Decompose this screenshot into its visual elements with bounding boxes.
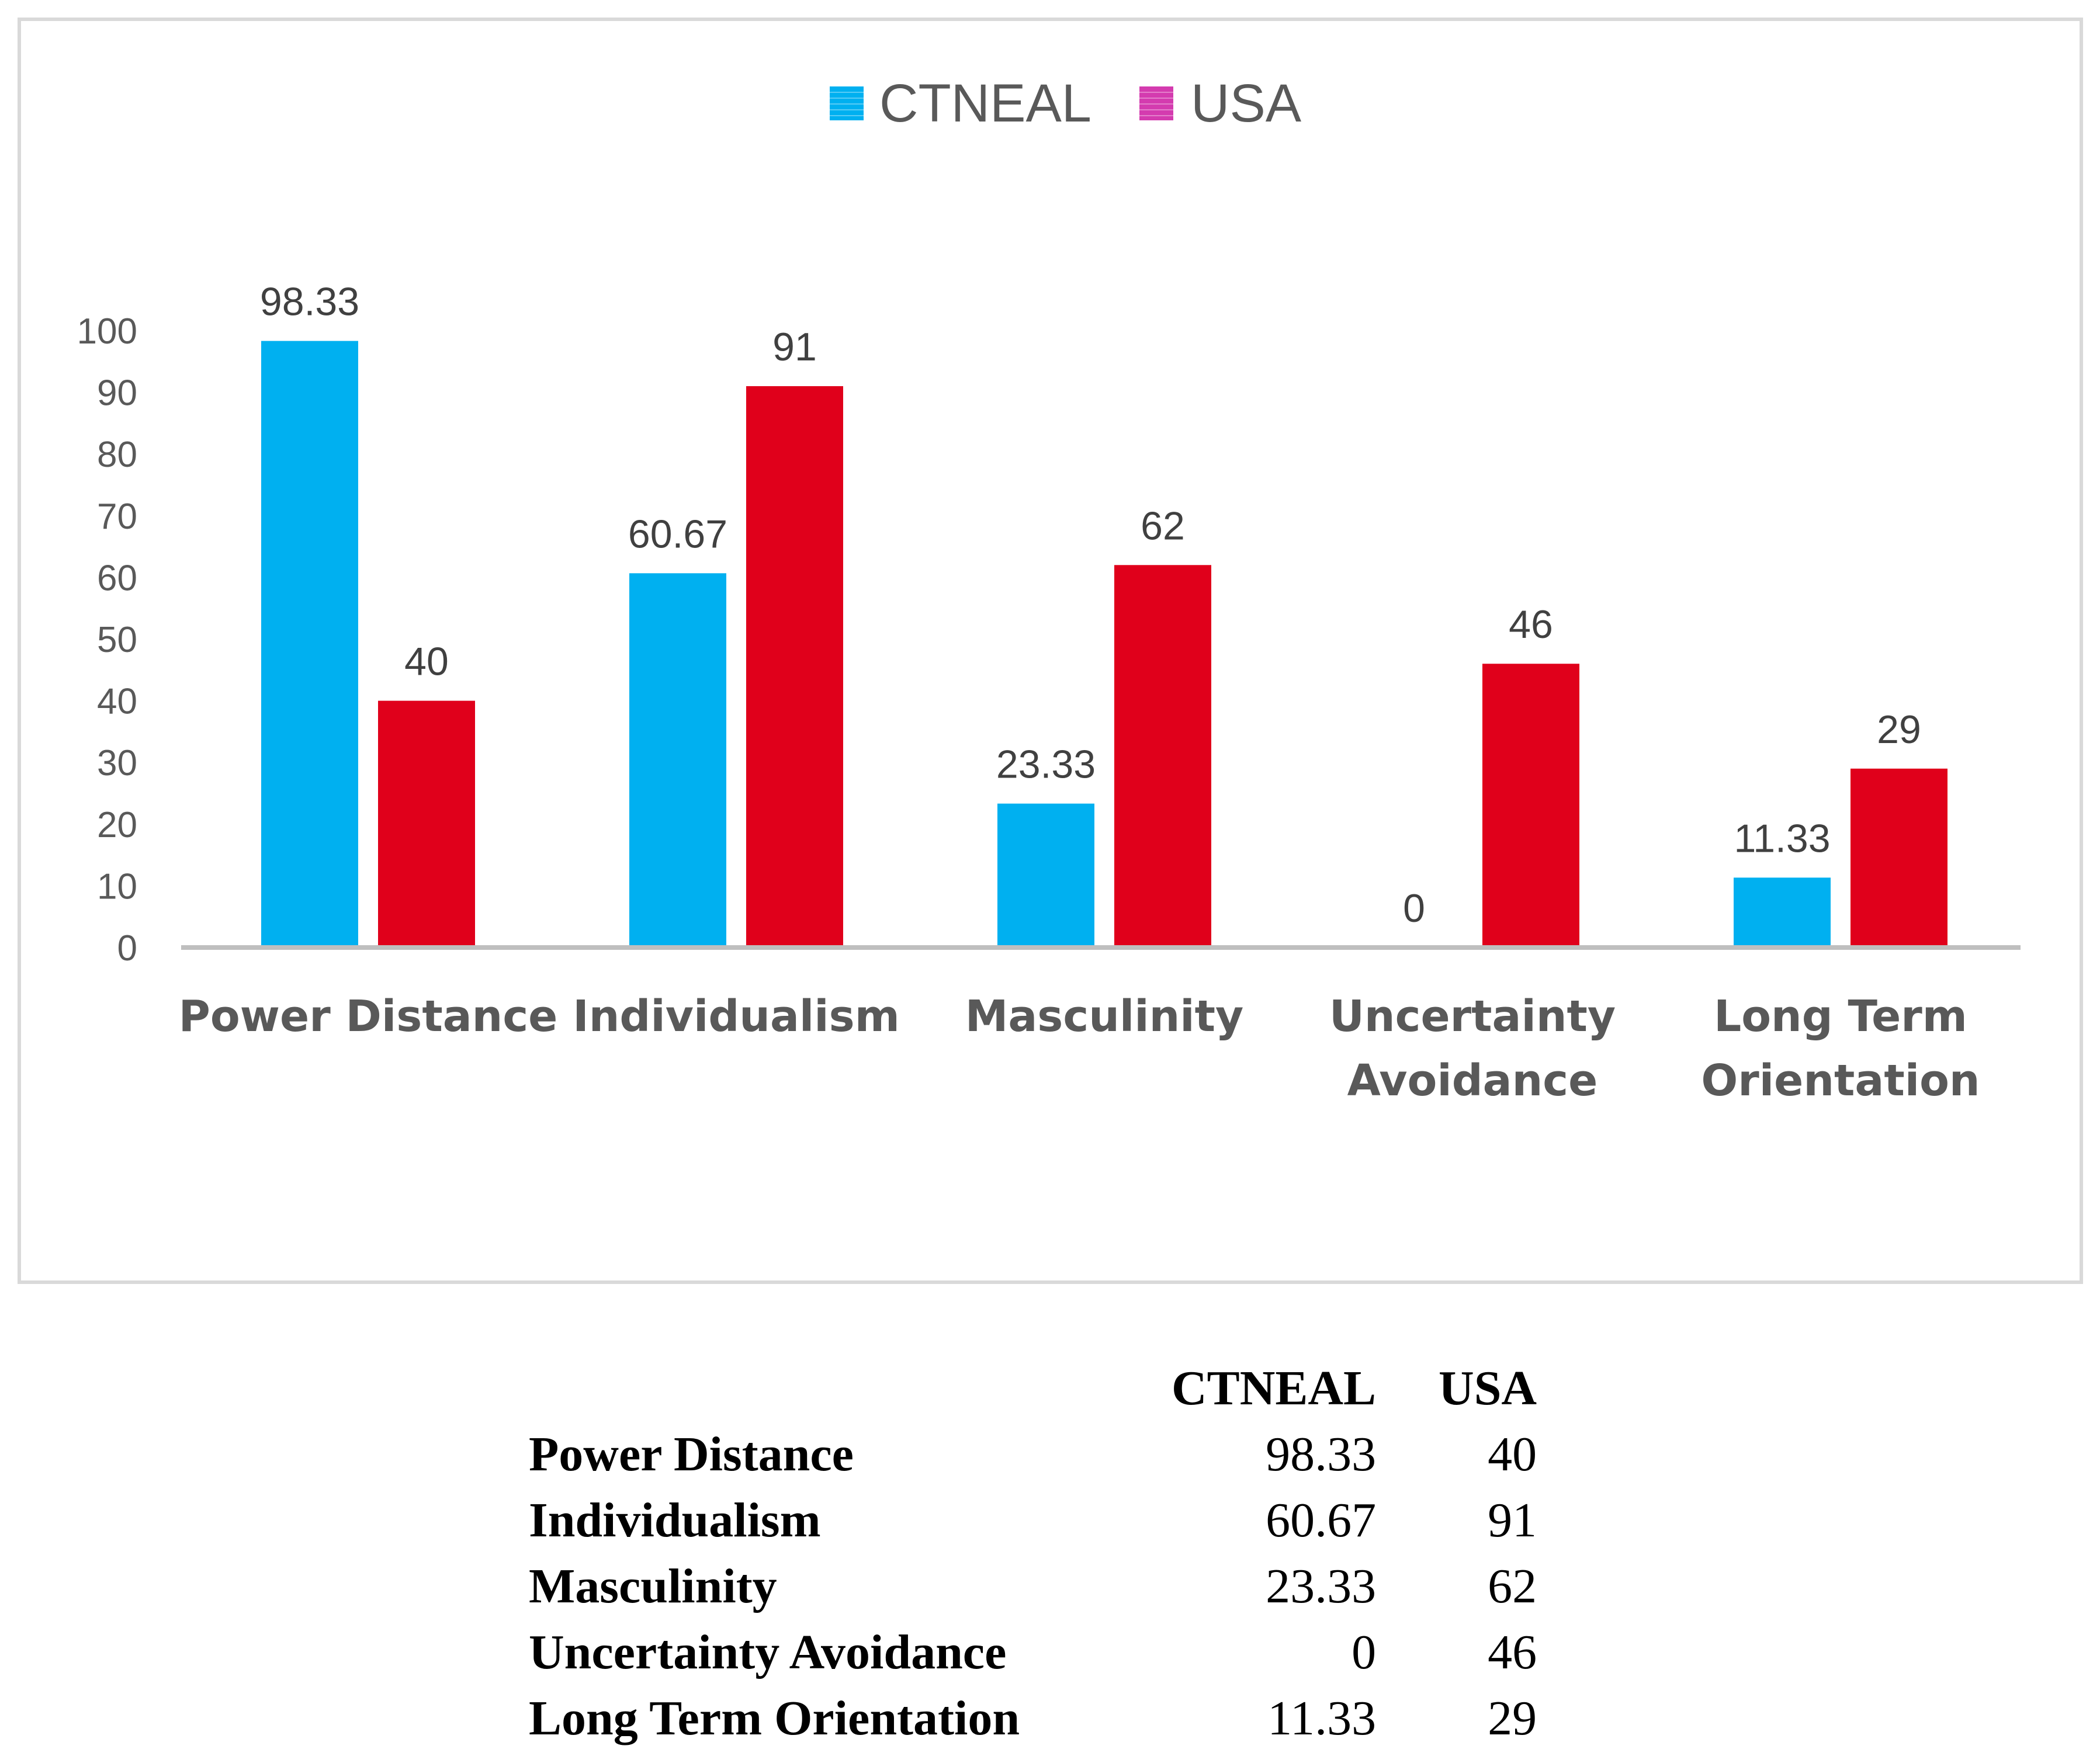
legend-swatch-ctneal bbox=[830, 86, 864, 120]
y-tick-label: 90 bbox=[97, 373, 137, 414]
y-axis: 0 10 20 30 40 50 60 70 80 90 100 bbox=[77, 311, 137, 969]
table-cell-ctneal: 11.33 bbox=[1267, 1691, 1377, 1745]
bar-usa-4 bbox=[1851, 768, 1947, 948]
y-tick-label: 40 bbox=[97, 682, 137, 722]
bar-usa-0 bbox=[378, 700, 475, 948]
bar-usa-3 bbox=[1482, 664, 1579, 948]
table-row-label: Power Distance bbox=[529, 1427, 854, 1481]
data-label-usa: 62 bbox=[1141, 504, 1185, 548]
table-cell-usa: 91 bbox=[1488, 1493, 1537, 1547]
table-cell-ctneal: 23.33 bbox=[1266, 1559, 1377, 1613]
table-cell-usa: 29 bbox=[1488, 1691, 1537, 1745]
data-label-ctneal: 0 bbox=[1403, 886, 1425, 931]
legend-label-ctneal: CTNEAL bbox=[879, 74, 1091, 133]
data-label-usa: 91 bbox=[772, 325, 817, 369]
bar-ctneal-4 bbox=[1734, 877, 1831, 948]
x-category-label: Individualism bbox=[573, 991, 900, 1042]
bar-chart: CTNEAL USA 0 10 20 30 40 50 60 70 80 90 100 98.33 60… bbox=[77, 74, 2021, 1106]
data-label-ctneal: 98.33 bbox=[260, 280, 359, 324]
table-row: Masculinity 23.33 62 bbox=[529, 1553, 1537, 1619]
table-cell-usa: 62 bbox=[1488, 1559, 1537, 1613]
y-tick-label: 80 bbox=[97, 435, 137, 475]
table-cell-usa: 46 bbox=[1488, 1625, 1537, 1679]
y-tick-label: 0 bbox=[117, 928, 137, 969]
legend-label-usa: USA bbox=[1191, 74, 1302, 133]
data-label-ctneal: 11.33 bbox=[1734, 816, 1830, 860]
data-label-ctneal: 60.67 bbox=[628, 512, 727, 556]
y-tick-label: 60 bbox=[97, 558, 137, 598]
table-row: Power Distance 98.33 40 bbox=[529, 1421, 1537, 1487]
table-cell-usa: 40 bbox=[1488, 1427, 1537, 1481]
y-tick-label: 20 bbox=[97, 805, 137, 845]
chart-legend: CTNEAL USA bbox=[830, 74, 1302, 133]
x-axis: Power Distance Individualism Masculinity Un… bbox=[179, 991, 1980, 1106]
table-cell-ctneal: 98.33 bbox=[1266, 1427, 1377, 1481]
x-category-label: Power Distance bbox=[179, 991, 558, 1042]
table-row-label: Individualism bbox=[529, 1493, 821, 1547]
table-row: Uncertainty Avoidance 0 46 bbox=[529, 1619, 1537, 1685]
y-tick-label: 30 bbox=[97, 743, 137, 783]
data-label-usa: 29 bbox=[1877, 707, 1921, 752]
data-label-usa: 40 bbox=[404, 640, 449, 684]
table-cell-ctneal: 0 bbox=[1352, 1625, 1377, 1679]
x-category-label: Uncertainty Avoidance bbox=[1329, 991, 1616, 1106]
y-tick-label: 70 bbox=[97, 497, 137, 537]
table-cell-ctneal: 60.67 bbox=[1266, 1493, 1377, 1547]
data-label-usa: 46 bbox=[1509, 602, 1553, 647]
bar-usa-1 bbox=[746, 386, 843, 948]
table-row-label: Long Term Orientation bbox=[529, 1691, 1020, 1745]
table-row-label: Masculinity bbox=[529, 1559, 777, 1613]
table-header-usa: USA bbox=[1439, 1361, 1537, 1415]
bar-ctneal-1 bbox=[629, 573, 726, 948]
bars bbox=[261, 341, 1947, 948]
table-row: Long Term Orientation 11.33 29 bbox=[529, 1685, 1537, 1751]
data-label-ctneal: 23.33 bbox=[996, 742, 1096, 787]
x-category-label: Masculinity bbox=[965, 991, 1244, 1042]
bar-usa-2 bbox=[1114, 565, 1211, 948]
x-category-label: Long Term Orientation bbox=[1701, 991, 1980, 1106]
chart-frame bbox=[18, 18, 2083, 1284]
bar-ctneal-0 bbox=[261, 341, 358, 948]
table-header-blank bbox=[529, 1355, 1172, 1421]
y-tick-label: 100 bbox=[77, 311, 137, 352]
bar-ctneal-2 bbox=[997, 803, 1094, 948]
y-tick-label: 10 bbox=[97, 866, 137, 907]
legend-swatch-usa bbox=[1139, 86, 1173, 120]
data-labels: 98.33 60.67 23.33 0 11.33 40 91 62 46 29 bbox=[260, 280, 1921, 931]
data-table: CTNEAL USA Power Distance 98.33 40 Indiv… bbox=[529, 1355, 1537, 1751]
table-header-row: CTNEAL USA bbox=[529, 1355, 1537, 1421]
table-row: Individualism 60.67 91 bbox=[529, 1487, 1537, 1553]
table-header-ctneal: CTNEAL bbox=[1172, 1361, 1377, 1415]
y-tick-label: 50 bbox=[97, 620, 137, 660]
table-row-label: Uncertainty Avoidance bbox=[529, 1625, 1007, 1679]
